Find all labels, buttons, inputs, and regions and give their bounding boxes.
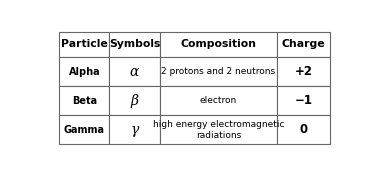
Text: Symbols: Symbols — [109, 39, 160, 49]
Bar — [109, 57, 160, 86]
Bar — [59, 32, 109, 57]
Text: Charge: Charge — [282, 39, 326, 49]
Bar — [277, 32, 330, 57]
Bar — [59, 115, 109, 144]
Text: high energy electromagnetic
radiations: high energy electromagnetic radiations — [153, 120, 284, 140]
Text: Alpha: Alpha — [68, 67, 100, 77]
Text: β: β — [130, 94, 138, 108]
Bar — [109, 32, 160, 57]
Bar — [109, 115, 160, 144]
Bar — [59, 86, 109, 115]
Bar — [277, 115, 330, 144]
Bar — [109, 86, 160, 115]
Bar — [160, 32, 277, 57]
Text: 0: 0 — [300, 123, 308, 136]
Bar — [277, 57, 330, 86]
Text: +2: +2 — [295, 65, 313, 78]
Text: γ: γ — [130, 123, 139, 137]
Bar — [160, 86, 277, 115]
Text: electron: electron — [200, 96, 237, 105]
Text: α: α — [130, 65, 139, 79]
Bar — [277, 86, 330, 115]
Text: Beta: Beta — [72, 96, 97, 106]
Text: 2 protons and 2 neutrons: 2 protons and 2 neutrons — [162, 67, 276, 76]
Bar — [160, 115, 277, 144]
Bar — [59, 57, 109, 86]
Text: Composition: Composition — [180, 39, 256, 49]
Text: Gamma: Gamma — [64, 125, 105, 135]
Text: Particle: Particle — [61, 39, 108, 49]
Text: −1: −1 — [295, 94, 313, 107]
Bar — [160, 57, 277, 86]
